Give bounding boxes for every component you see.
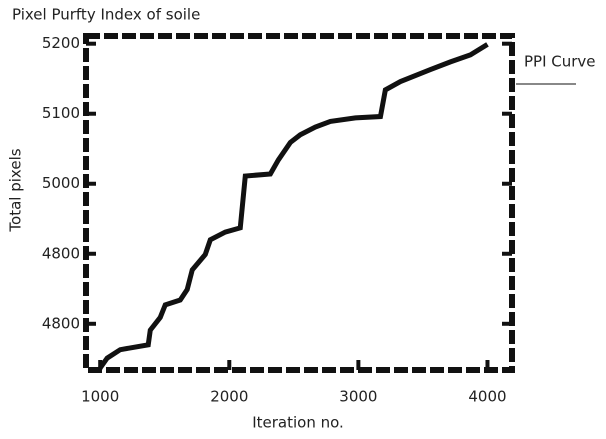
y-tick-label: 4800: [42, 244, 80, 262]
y-tick-label: 5000: [42, 174, 80, 192]
y-tick-label: 5200: [42, 34, 80, 52]
y-tick-label: 5100: [42, 104, 80, 122]
x-tick-label: 1000: [81, 388, 119, 406]
x-axis-label: Iteration no.: [252, 414, 344, 432]
y-axis-label: Total pixels: [7, 148, 25, 232]
x-tick-label: 2000: [210, 388, 248, 406]
x-tick-label: 4000: [468, 388, 506, 406]
chart-title: Pixel Purfty Index of soile: [12, 6, 200, 24]
y-tick-label: 4800: [42, 314, 80, 332]
data-line: [98, 42, 489, 370]
legend-label: PPI Curve: [524, 53, 596, 71]
plot-frame: [83, 33, 515, 373]
x-tick-label: 3000: [339, 388, 377, 406]
